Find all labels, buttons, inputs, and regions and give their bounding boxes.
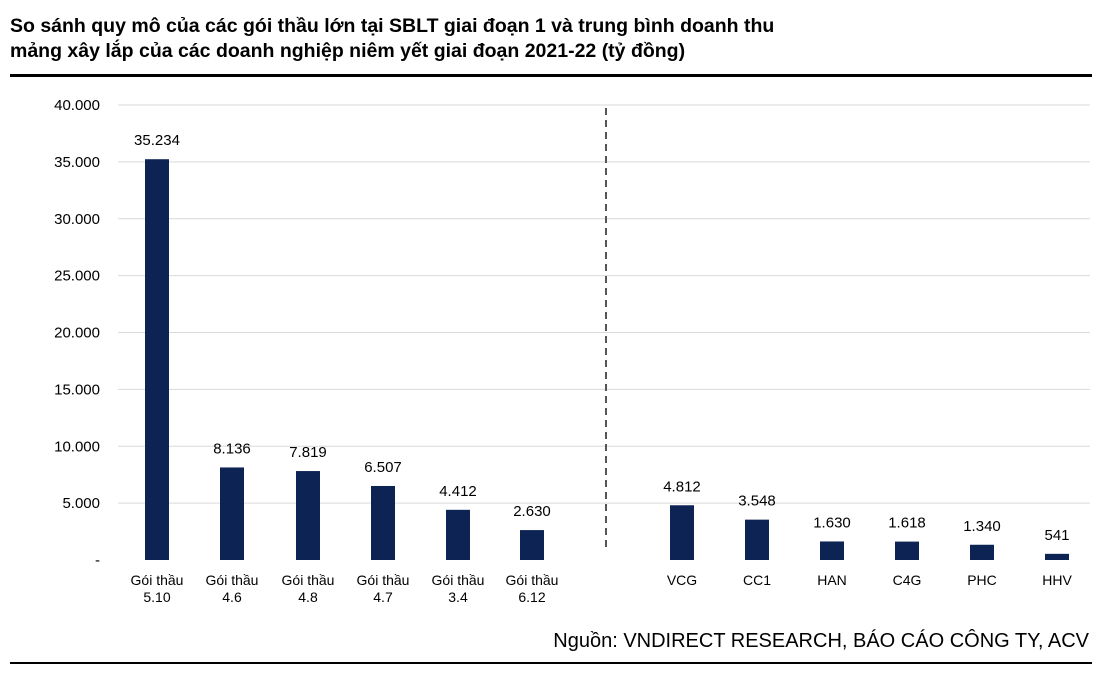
data-label: 35.234 — [134, 132, 180, 149]
bar — [220, 467, 244, 560]
x-tick-label: Gói thầu — [432, 572, 485, 588]
y-tick-label: 40.000 — [54, 97, 100, 114]
bar — [446, 509, 470, 560]
x-tick-label: 4.8 — [298, 589, 318, 605]
data-label: 1.618 — [888, 515, 926, 532]
y-tick-label: 25.000 — [54, 268, 100, 285]
y-tick-label: 20.000 — [54, 325, 100, 342]
bar — [371, 485, 395, 560]
data-label: 4.412 — [439, 483, 477, 500]
bar — [745, 519, 769, 560]
source-note: Nguồn: VNDIRECT RESEARCH, BÁO CÁO CÔNG T… — [553, 630, 1089, 652]
x-tick-label: 3.4 — [448, 589, 468, 605]
data-label: 6.507 — [364, 459, 402, 476]
data-label: 541 — [1044, 527, 1069, 544]
data-label: 8.136 — [213, 440, 251, 457]
x-tick-label: 5.10 — [143, 589, 170, 605]
bar — [820, 541, 844, 560]
top-rule — [10, 74, 1092, 77]
bar — [670, 505, 694, 560]
bar — [520, 530, 544, 560]
y-tick-label: 35.000 — [54, 154, 100, 171]
x-tick-label: CC1 — [743, 572, 771, 588]
data-label: 2.630 — [513, 503, 551, 520]
x-tick-label: C4G — [893, 572, 922, 588]
bar — [296, 471, 320, 560]
bottom-rule — [10, 662, 1092, 664]
chart-title-line-1: So sánh quy mô của các gói thầu lớn tại … — [10, 15, 775, 37]
chart-title-line-2: mảng xây lắp của các doanh nghiệp niêm y… — [10, 40, 686, 62]
x-tick-label: HHV — [1042, 572, 1072, 588]
bar — [970, 544, 994, 560]
bar — [1045, 553, 1069, 560]
x-tick-label: Gói thầu — [357, 572, 410, 588]
x-tick-label: Gói thầu — [206, 572, 259, 588]
x-tick-label: PHC — [967, 572, 997, 588]
bar — [145, 159, 169, 560]
x-tick-label: 4.6 — [222, 589, 242, 605]
x-tick-label: Gói thầu — [282, 572, 335, 588]
x-tick-label: 6.12 — [518, 589, 545, 605]
data-label: 4.812 — [663, 478, 701, 495]
x-tick-label: VCG — [667, 572, 697, 588]
data-label: 1.630 — [813, 514, 851, 531]
x-tick-label: HAN — [817, 572, 847, 588]
y-tick-label: - — [95, 552, 100, 569]
chart-title: So sánh quy mô của các gói thầu lớn tại … — [10, 14, 1092, 64]
data-label: 3.548 — [738, 493, 776, 510]
y-tick-label: 15.000 — [54, 381, 100, 398]
data-label: 1.340 — [963, 518, 1001, 535]
y-tick-label: 5.000 — [62, 495, 100, 512]
bar — [895, 541, 919, 560]
x-tick-label: Gói thầu — [131, 572, 184, 588]
x-tick-label: 4.7 — [373, 589, 393, 605]
y-tick-label: 30.000 — [54, 211, 100, 228]
data-label: 7.819 — [289, 444, 327, 461]
y-tick-label: 10.000 — [54, 438, 100, 455]
x-tick-label: Gói thầu — [506, 572, 559, 588]
